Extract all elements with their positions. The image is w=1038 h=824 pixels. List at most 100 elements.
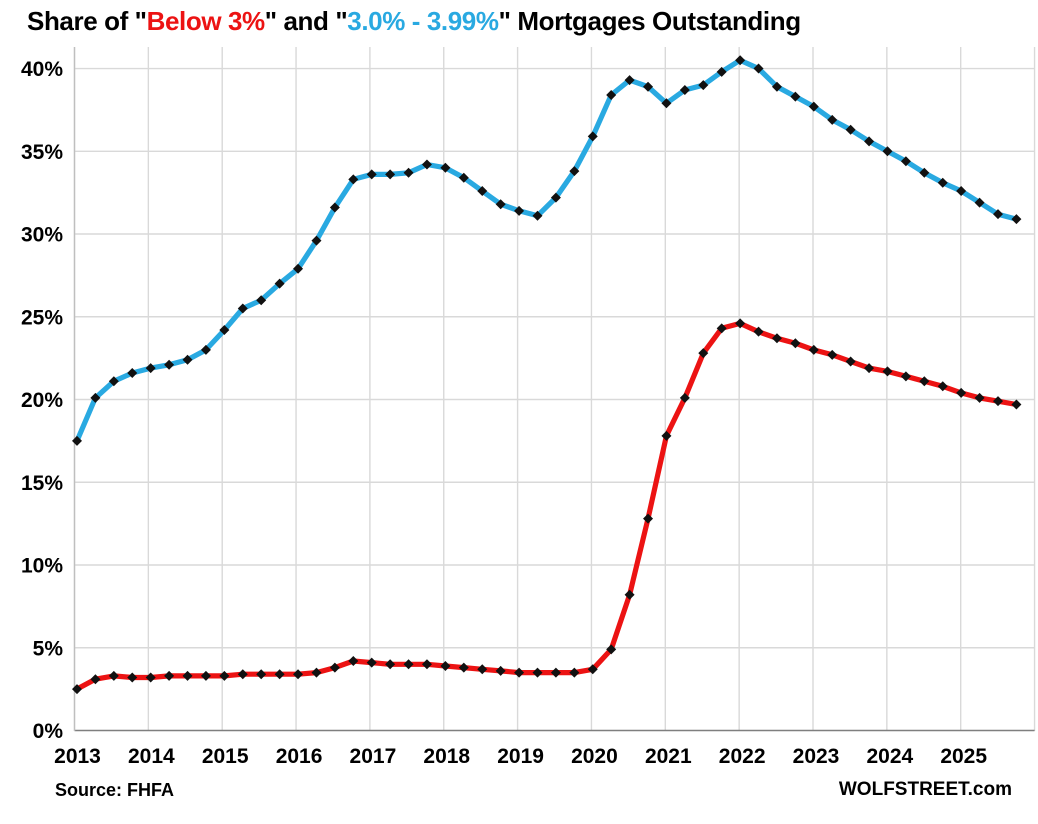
brand-label: WOLFSTREET.com bbox=[838, 779, 1012, 800]
data-point-marker bbox=[643, 513, 654, 524]
series-line-3-to-399 bbox=[74, 57, 1019, 444]
data-point-marker bbox=[366, 657, 377, 668]
data-point-marker bbox=[348, 174, 359, 185]
data-point-marker bbox=[882, 366, 893, 377]
data-point-marker bbox=[698, 80, 709, 91]
data-point-marker bbox=[256, 295, 267, 306]
y-tick-label: 10% bbox=[21, 555, 63, 578]
title-segment-below-3: Below 3% bbox=[146, 6, 266, 36]
data-point-marker bbox=[919, 167, 930, 178]
y-tick-label: 15% bbox=[21, 472, 63, 495]
x-axis-tick-labels: 2013 2014 2015 2016 2017 2018 2019 2020 2021 2022… bbox=[54, 745, 987, 768]
data-point-marker bbox=[771, 81, 782, 92]
data-point-marker bbox=[440, 162, 451, 173]
data-point-marker bbox=[956, 387, 967, 398]
x-tick-label: 2014 bbox=[128, 745, 175, 768]
data-point-marker bbox=[164, 359, 175, 370]
x-tick-label: 2017 bbox=[350, 745, 397, 768]
data-point-marker bbox=[735, 318, 746, 329]
data-point-marker bbox=[550, 667, 561, 678]
series-markers-below-3 bbox=[72, 318, 1022, 695]
x-tick-label: 2016 bbox=[276, 745, 323, 768]
data-point-marker bbox=[937, 381, 948, 392]
data-point-marker bbox=[311, 235, 322, 246]
data-point-marker bbox=[440, 660, 451, 671]
data-point-marker bbox=[127, 672, 138, 683]
data-point-marker bbox=[477, 664, 488, 675]
data-point-marker bbox=[219, 324, 230, 335]
data-point-marker bbox=[550, 192, 561, 203]
data-point-marker bbox=[403, 659, 414, 670]
data-point-marker bbox=[329, 202, 340, 213]
data-point-marker bbox=[900, 371, 911, 382]
data-point-marker bbox=[587, 664, 598, 675]
data-point-marker bbox=[643, 81, 654, 92]
data-point-marker bbox=[72, 435, 82, 446]
data-point-marker bbox=[90, 392, 101, 403]
x-tick-label: 2025 bbox=[940, 745, 987, 768]
data-point-marker bbox=[790, 338, 801, 349]
x-tick-label: 2015 bbox=[202, 745, 249, 768]
x-tick-label: 2024 bbox=[866, 745, 913, 768]
data-point-marker bbox=[532, 667, 543, 678]
data-point-marker bbox=[293, 263, 304, 274]
data-point-marker bbox=[385, 169, 396, 180]
data-point-marker bbox=[458, 662, 469, 673]
data-point-marker bbox=[495, 199, 506, 210]
data-point-marker bbox=[90, 674, 101, 685]
y-tick-label: 35% bbox=[21, 141, 63, 164]
data-point-marker bbox=[771, 333, 782, 344]
y-tick-label: 30% bbox=[21, 224, 63, 247]
data-point-marker bbox=[735, 55, 746, 66]
data-point-marker bbox=[421, 159, 432, 170]
data-point-marker bbox=[919, 376, 930, 387]
y-axis-tick-labels: 0% 5% 10% 15% 20% 25% 30% 35% 40% bbox=[21, 58, 63, 743]
data-point-marker bbox=[532, 210, 543, 221]
data-point-marker bbox=[716, 323, 727, 334]
x-tick-label: 2020 bbox=[571, 745, 618, 768]
x-tick-label: 2023 bbox=[793, 745, 840, 768]
data-point-marker bbox=[366, 169, 377, 180]
data-point-marker bbox=[256, 669, 267, 680]
data-point-marker bbox=[808, 344, 819, 355]
data-point-marker bbox=[108, 376, 119, 387]
source-label: Source: FHFA bbox=[55, 780, 175, 800]
data-point-marker bbox=[200, 670, 211, 681]
data-point-marker bbox=[274, 669, 285, 680]
data-point-marker bbox=[237, 303, 248, 314]
data-point-marker bbox=[127, 368, 138, 379]
y-tick-label: 40% bbox=[21, 58, 63, 81]
data-point-marker bbox=[403, 167, 414, 178]
data-point-marker bbox=[329, 662, 340, 673]
x-tick-label: 2022 bbox=[719, 745, 766, 768]
data-point-marker bbox=[661, 98, 672, 109]
data-point-marker bbox=[606, 89, 617, 100]
data-point-marker bbox=[72, 684, 82, 695]
data-point-marker bbox=[624, 589, 635, 600]
data-point-marker bbox=[514, 205, 525, 216]
data-point-marker bbox=[864, 136, 875, 147]
data-point-marker bbox=[569, 667, 580, 678]
data-point-marker bbox=[624, 75, 635, 86]
data-point-marker bbox=[900, 156, 911, 167]
data-point-marker bbox=[937, 177, 948, 188]
data-point-marker bbox=[882, 146, 893, 157]
data-point-marker bbox=[182, 670, 193, 681]
data-point-marker bbox=[421, 659, 432, 670]
data-point-marker bbox=[993, 396, 1003, 407]
data-point-marker bbox=[145, 363, 156, 374]
title-segment-plain: " Mortgages Outstanding bbox=[498, 6, 802, 36]
y-tick-label: 25% bbox=[21, 306, 63, 329]
series-line-below-3 bbox=[74, 320, 1019, 692]
data-point-marker bbox=[477, 185, 488, 196]
data-point-marker bbox=[679, 392, 690, 403]
data-point-marker bbox=[200, 344, 211, 355]
y-tick-label: 20% bbox=[21, 389, 63, 412]
y-tick-label: 0% bbox=[33, 720, 64, 743]
data-point-marker bbox=[808, 101, 819, 112]
y-tick-label: 5% bbox=[33, 637, 64, 660]
x-tick-label: 2021 bbox=[645, 745, 692, 768]
data-point-marker bbox=[311, 667, 322, 678]
